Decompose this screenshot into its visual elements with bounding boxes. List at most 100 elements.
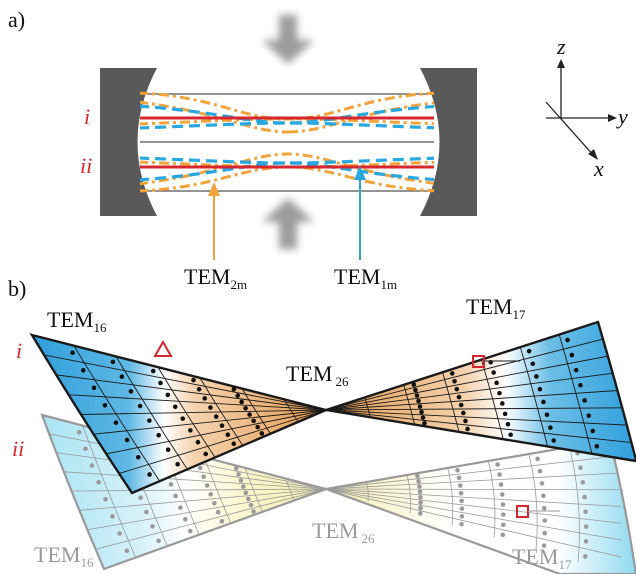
fan-grid-line	[68, 394, 327, 411]
fan-dot	[138, 495, 143, 500]
fan-dot	[117, 531, 122, 536]
fan-dot	[537, 468, 543, 474]
fan-grid-arc	[403, 384, 416, 425]
fan-dot	[191, 377, 196, 383]
fan-dot	[187, 528, 193, 534]
fan-dot	[459, 498, 465, 504]
fan-dot	[416, 398, 421, 404]
fan-dot	[243, 405, 248, 411]
fan-dot	[418, 500, 423, 505]
fan-dot	[411, 382, 417, 387]
fan-dot	[582, 398, 587, 403]
fan-grid-line	[325, 488, 619, 491]
fan-dot	[454, 386, 460, 392]
fan-dot	[128, 389, 134, 394]
fan-grid-line	[43, 354, 327, 411]
fan-grid-arc	[199, 377, 244, 446]
fan-dot	[188, 428, 193, 433]
fan-dot	[583, 509, 588, 515]
fan-dot	[463, 418, 468, 424]
fan-grid-line	[80, 409, 327, 415]
fan-dot	[541, 399, 546, 405]
fan-dot	[580, 480, 586, 485]
fan-grid-arc	[157, 366, 216, 458]
fan-dot	[202, 396, 208, 401]
fan-dot	[422, 420, 427, 426]
fan-dot	[219, 423, 225, 428]
fan-dot	[83, 446, 88, 452]
fan-grid-line	[325, 456, 614, 490]
fan-dot	[565, 337, 570, 343]
fan-grid-line	[325, 409, 627, 426]
fan-dot	[180, 416, 186, 421]
fan-grid-line	[79, 488, 327, 511]
fan-dot	[212, 500, 217, 506]
fan-dot	[530, 361, 536, 367]
fan-dot	[233, 466, 239, 471]
fan-dot	[195, 439, 201, 445]
pump-arrow-top	[262, 15, 314, 64]
fan-dot	[147, 418, 152, 423]
mode-ii-label: ii	[80, 153, 92, 178]
fan-dot	[246, 496, 251, 502]
fan-dot	[586, 413, 592, 418]
fan-grid-arc	[558, 334, 593, 453]
fan-dot	[500, 502, 506, 507]
fan-grid-line	[325, 390, 618, 411]
fan-dot	[197, 465, 203, 471]
fan-dot	[495, 462, 500, 467]
fan-dot	[208, 405, 213, 410]
fan-dot	[501, 512, 506, 517]
fan-dot	[465, 426, 470, 432]
mode-i-label-b: i	[16, 338, 22, 363]
fan-dot	[452, 378, 457, 384]
panel-a-cavity-diagram: a)	[8, 7, 628, 292]
fan-dot	[456, 475, 462, 481]
fan-dot	[239, 399, 244, 405]
fan-dot	[70, 350, 75, 356]
fan-grid-line	[118, 409, 327, 474]
fan-grid-arc	[244, 467, 263, 513]
fan-grid-line	[325, 409, 632, 443]
fan-dot	[542, 505, 547, 511]
fan-grid-line	[325, 472, 617, 490]
fan-dot	[236, 472, 241, 477]
fan-dot	[534, 374, 539, 379]
fan-grid-line	[95, 488, 327, 550]
fan-dot	[259, 431, 265, 436]
mode-ii-label-b: ii	[12, 436, 24, 461]
fan-grid-line	[325, 355, 608, 411]
fan-dot	[461, 410, 466, 416]
fan-grid-line	[325, 338, 604, 411]
fan-dot	[455, 467, 460, 473]
fan-dot	[416, 478, 421, 484]
fan-dot	[255, 424, 261, 430]
tem26-upper-label: TEM 26	[286, 361, 349, 389]
fan-dot	[413, 387, 418, 393]
fan-grid-arc	[283, 399, 299, 423]
tem2m-label: TEM2m	[184, 264, 247, 292]
fan-dot	[150, 368, 156, 374]
fan-dot	[243, 490, 249, 496]
fan-grid-line	[106, 409, 327, 455]
fan-dot	[215, 509, 221, 515]
fan-dot	[251, 509, 256, 514]
fan-grid-line	[325, 407, 623, 411]
fan-dot	[96, 480, 101, 485]
panel-b-label: b)	[8, 276, 26, 301]
fan-dot	[208, 492, 214, 497]
fan-grid-arc	[366, 481, 369, 502]
tem1m-label: TEM1m	[334, 264, 397, 292]
fan-grid-arc	[480, 359, 504, 439]
fan-dot	[124, 437, 130, 443]
fan-dot	[147, 472, 152, 477]
fan-dot	[459, 521, 464, 527]
fan-dot	[457, 483, 463, 488]
fan-grid-line	[325, 488, 622, 524]
fan-dot	[535, 456, 540, 462]
triangle-marker	[153, 339, 173, 357]
fan-dot	[449, 371, 455, 376]
fan-dot	[458, 402, 464, 408]
fan-dot	[91, 385, 97, 391]
